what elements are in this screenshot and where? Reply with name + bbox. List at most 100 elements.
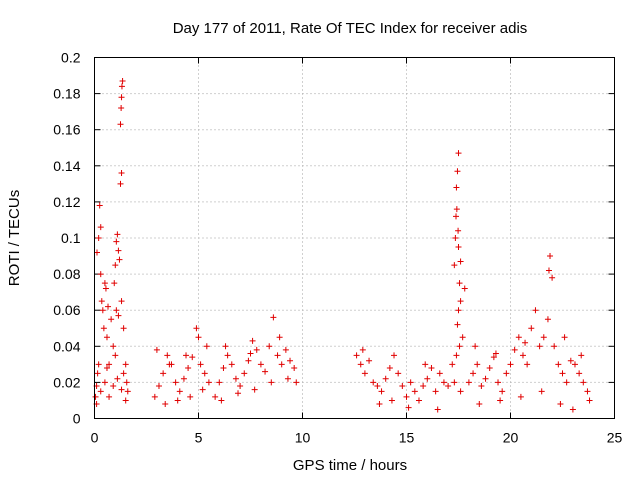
data-point	[97, 388, 104, 395]
x-tick-label: 10	[295, 430, 311, 446]
data-point	[98, 298, 105, 305]
data-point	[114, 375, 121, 382]
data-point	[456, 280, 463, 287]
data-point	[117, 121, 124, 128]
data-point	[434, 406, 441, 413]
data-point	[174, 397, 181, 404]
x-axis-label: GPS time / hours	[293, 457, 407, 474]
data-point	[353, 352, 360, 359]
data-point	[203, 343, 210, 350]
data-point	[474, 361, 481, 368]
data-point	[114, 231, 121, 238]
data-point	[180, 375, 187, 382]
x-tick-label: 15	[399, 430, 415, 446]
data-point	[453, 213, 460, 220]
data-point	[538, 388, 545, 395]
data-point	[517, 393, 524, 400]
data-point	[461, 285, 468, 292]
data-point	[399, 383, 406, 390]
data-point	[112, 262, 119, 269]
data-point	[515, 334, 522, 341]
data-point	[293, 379, 300, 386]
axis-ticks: 0 5 10 15 20 25 0 0.02 0.04 0.06 0.08 0.1 0.12 0.14 0.…	[53, 50, 622, 446]
data-point	[153, 346, 160, 353]
data-point	[457, 298, 464, 305]
data-point	[216, 379, 223, 386]
data-point	[536, 343, 543, 350]
data-point	[507, 361, 514, 368]
data-point	[189, 354, 196, 361]
chart-title: Day 177 of 2011, Rate Of TEC Index for r…	[173, 20, 528, 37]
data-point	[251, 386, 258, 393]
y-tick-label: 0.1	[61, 230, 81, 246]
data-point	[118, 298, 125, 305]
data-point	[247, 350, 254, 357]
data-point	[445, 383, 452, 390]
data-point	[92, 393, 99, 400]
data-point	[532, 307, 539, 314]
data-point	[452, 235, 459, 241]
data-point	[183, 352, 190, 359]
data-point	[95, 235, 102, 241]
data-point	[482, 375, 489, 382]
data-point	[110, 383, 117, 390]
data-point	[99, 307, 106, 314]
data-point	[253, 346, 260, 353]
data-point	[282, 346, 289, 353]
data-point	[422, 361, 429, 368]
y-tick-label: 0.14	[53, 158, 80, 174]
data-point	[549, 274, 556, 281]
data-point	[499, 388, 506, 395]
data-point	[262, 368, 269, 375]
data-point	[117, 180, 124, 187]
data-point	[187, 393, 194, 400]
data-point	[584, 388, 591, 395]
data-point	[118, 170, 125, 177]
data-point	[113, 307, 120, 314]
data-point	[172, 379, 179, 386]
data-point	[185, 364, 192, 371]
data-point	[124, 388, 131, 395]
data-point	[284, 375, 291, 382]
data-point	[555, 361, 562, 368]
data-point	[197, 361, 204, 368]
data-point	[220, 364, 227, 371]
data-point	[455, 227, 462, 234]
data-point	[361, 370, 368, 377]
data-point	[287, 357, 294, 364]
data-point	[120, 370, 127, 377]
data-point	[476, 401, 483, 408]
data-point	[103, 334, 110, 341]
y-tick-label: 0.04	[53, 338, 80, 354]
data-point	[162, 401, 169, 408]
data-point	[101, 379, 108, 386]
y-tick-label: 0	[73, 411, 81, 427]
data-point	[544, 316, 551, 323]
data-point	[561, 334, 568, 341]
data-point	[563, 379, 570, 386]
data-point	[492, 350, 499, 357]
data-point	[388, 397, 395, 404]
data-point	[120, 325, 127, 332]
data-point	[97, 224, 104, 231]
data-point	[155, 383, 162, 390]
data-point	[569, 406, 576, 413]
data-point	[403, 393, 410, 400]
data-point	[576, 370, 583, 377]
data-point	[578, 352, 585, 359]
data-point	[547, 253, 554, 260]
data-point	[106, 361, 113, 368]
data-point	[497, 397, 504, 404]
data-point	[495, 379, 502, 386]
data-point	[455, 150, 462, 157]
data-point	[237, 383, 244, 390]
data-point	[432, 388, 439, 395]
data-point	[266, 343, 273, 350]
data-point	[95, 361, 102, 368]
data-point	[222, 343, 229, 350]
data-point	[108, 316, 115, 323]
data-point	[440, 379, 447, 386]
y-tick-label: 0.08	[53, 266, 80, 282]
data-point	[519, 352, 526, 359]
data-point	[540, 334, 547, 341]
